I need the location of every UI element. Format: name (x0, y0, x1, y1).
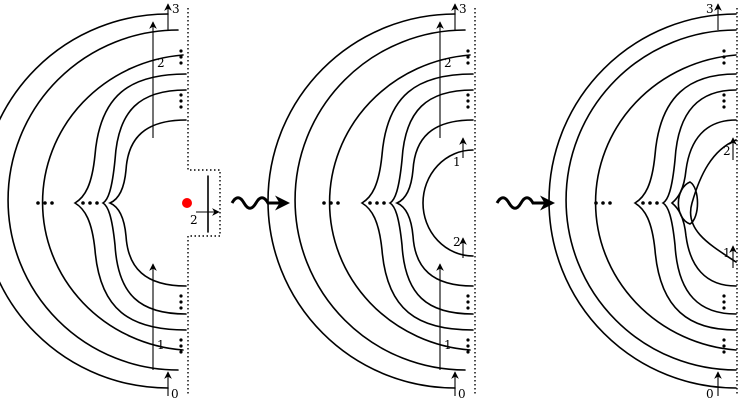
ellipsis-vertical-top (466, 49, 470, 109)
inner-semicircle (422, 149, 474, 257)
arc-outer (0, 13, 169, 389)
arc-3 (594, 54, 737, 351)
ellipsis-left (36, 201, 54, 205)
arc-2 (7, 29, 179, 371)
label-upper: 2 (157, 56, 165, 70)
label-right-upper: 2 (723, 144, 731, 158)
strand-a (360, 73, 474, 331)
strand-b (101, 89, 187, 315)
strand-c (394, 119, 474, 287)
label-notch: 2 (190, 213, 198, 227)
crossing-strand (689, 139, 737, 263)
strand-a (73, 73, 187, 331)
label-bottom: 0 (171, 387, 179, 401)
ellipsis-left (594, 201, 612, 205)
label-inner-top: 1 (453, 155, 461, 169)
strand-b (661, 89, 737, 315)
label-inner-bottom: 2 (453, 235, 461, 249)
label-bottom: 0 (706, 387, 714, 401)
strand-c (670, 119, 737, 287)
ellipsis-vertical-top (722, 49, 726, 109)
label-bottom: 0 (458, 387, 466, 401)
ellipsis-vertical-bottom (722, 294, 726, 354)
arc-outer (267, 13, 456, 389)
ellipsis-inner (368, 201, 386, 205)
boundary (187, 8, 221, 395)
strand-c (107, 119, 187, 287)
label-top: 3 (706, 2, 714, 16)
label-lower: 1 (157, 338, 165, 352)
ellipsis-left (322, 201, 340, 205)
arc-outer (548, 13, 737, 389)
arc-3 (328, 54, 471, 351)
label-lower: 1 (444, 338, 452, 352)
squiggle-arrow-1 (230, 195, 290, 211)
label-top: 3 (172, 2, 180, 16)
panel-1: 3 2 1 0 2 (0, 2, 221, 401)
ellipsis-inner (641, 201, 659, 205)
ellipsis-vertical-bottom (466, 294, 470, 354)
panel-2: 3 2 1 0 1 2 (267, 2, 476, 401)
label-top: 3 (459, 2, 467, 16)
arc-2 (294, 29, 466, 371)
strand-a (633, 73, 737, 331)
strand-b (388, 89, 474, 315)
ellipsis-vertical-bottom (179, 294, 183, 354)
squiggle-arrow-2 (495, 195, 555, 211)
label-right-lower: 1 (723, 246, 731, 260)
panel-3: 3 2 1 0 (548, 2, 738, 401)
ellipsis-inner (81, 201, 99, 205)
red-marker (182, 198, 192, 208)
label-upper: 2 (444, 56, 452, 70)
arc-2 (565, 29, 737, 371)
arc-3 (41, 54, 184, 351)
crossing-loop (677, 181, 699, 225)
ellipsis-vertical-top (179, 49, 183, 109)
